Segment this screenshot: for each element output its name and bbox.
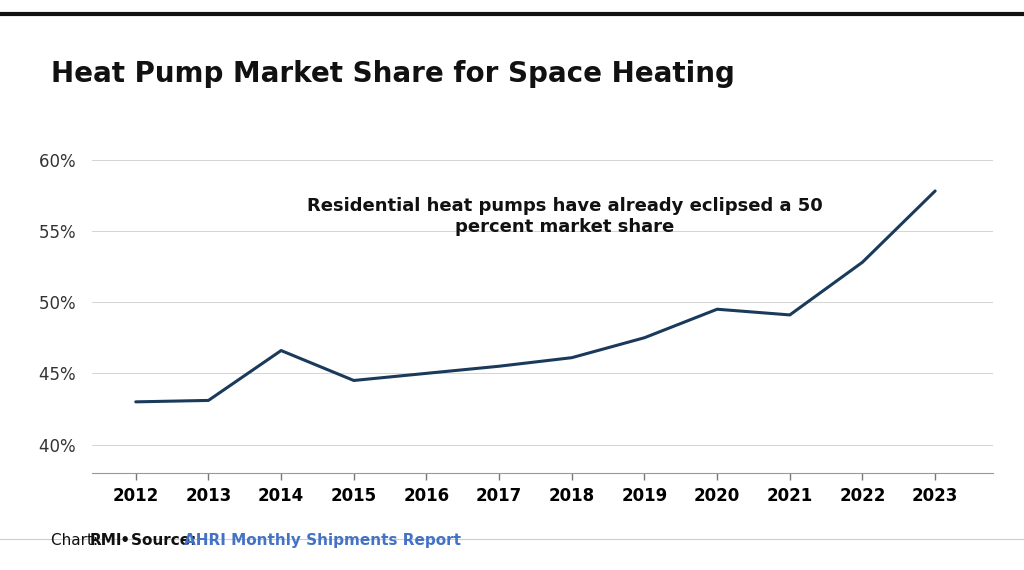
Text: AHRI Monthly Shipments Report: AHRI Monthly Shipments Report: [184, 534, 462, 548]
Text: Source:: Source:: [131, 534, 202, 548]
Text: Residential heat pumps have already eclipsed a 50
percent market share: Residential heat pumps have already ecli…: [306, 197, 822, 236]
Text: RMI: RMI: [90, 534, 123, 548]
Text: Heat Pump Market Share for Space Heating: Heat Pump Market Share for Space Heating: [51, 60, 735, 88]
Text: Chart:: Chart:: [51, 534, 103, 548]
Text: •: •: [115, 534, 135, 548]
